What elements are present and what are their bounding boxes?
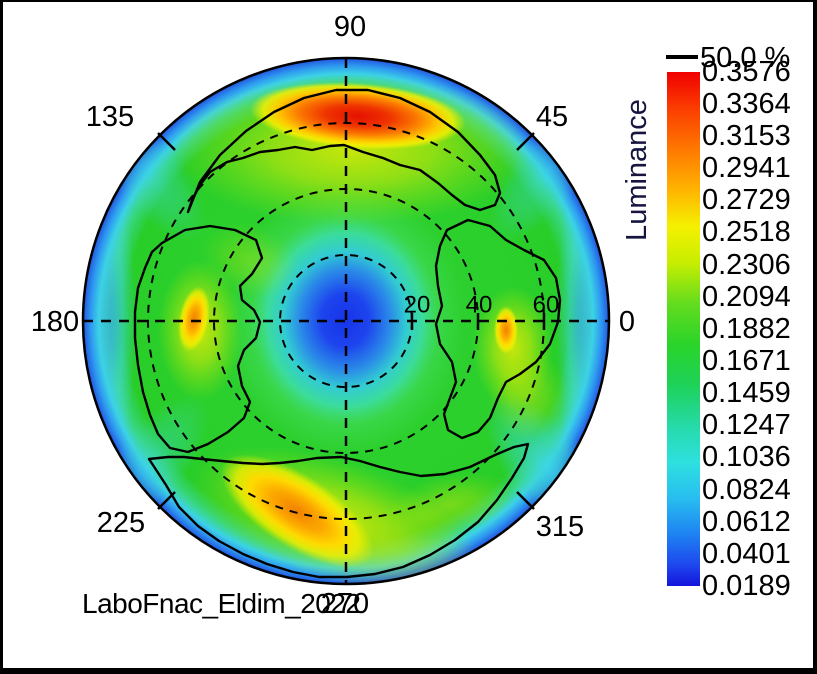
contour-level-line-sample bbox=[666, 55, 698, 59]
colorbar-tick: 0.2094 bbox=[702, 281, 791, 313]
angle-label-0: 0 bbox=[618, 305, 636, 338]
azimuth-tick-45 bbox=[516, 132, 535, 151]
colorbar-tick: 0.1882 bbox=[702, 313, 791, 345]
colorbar-tick: 0.0189 bbox=[702, 570, 791, 602]
contour-50-percent bbox=[133, 88, 562, 579]
angle-label-225: 225 bbox=[96, 506, 146, 539]
azimuth-tick-225 bbox=[157, 491, 176, 510]
colorbar-tick: 0.2518 bbox=[702, 216, 791, 248]
azimuth-tick-315 bbox=[516, 491, 535, 510]
polar-grid bbox=[83, 58, 609, 584]
contour-level-value: 50.0 % bbox=[700, 42, 791, 74]
angle-label-180: 180 bbox=[30, 305, 80, 338]
colorbar-tick: 0.3576 bbox=[702, 56, 791, 88]
outer-circle bbox=[81, 56, 611, 586]
azimuth-tick-135 bbox=[157, 132, 176, 151]
colorbar-tick: 0.1247 bbox=[702, 409, 791, 441]
radial-label-60: 60 bbox=[532, 291, 560, 319]
colorbar-title: Luminance bbox=[620, 99, 653, 241]
angle-label-90: 90 bbox=[333, 10, 367, 43]
colorbar-tick: 0.1036 bbox=[702, 441, 791, 473]
colorbar-tick: 0.0612 bbox=[702, 506, 791, 538]
colorbar-tick: 0.2941 bbox=[702, 152, 791, 184]
colorbar-tick: 0.0824 bbox=[702, 474, 791, 506]
radial-label-40: 40 bbox=[465, 291, 493, 319]
angle-label-270: 270 bbox=[320, 587, 370, 620]
measurement-name-label: LaboFnac_Eldim_2022 bbox=[82, 588, 361, 619]
colorbar-tick: 0.3153 bbox=[702, 120, 791, 152]
colorbar bbox=[667, 72, 700, 586]
colorbar-tick: 0.3364 bbox=[702, 88, 791, 120]
colorbar-tick: 0.2306 bbox=[702, 249, 791, 281]
colorbar-tick: 0.1671 bbox=[702, 345, 791, 377]
colorbar-tick: 0.1459 bbox=[702, 377, 791, 409]
angle-label-45: 45 bbox=[535, 100, 569, 133]
radial-label-20: 20 bbox=[403, 291, 431, 319]
colorbar-tick: 0.0401 bbox=[702, 538, 791, 570]
angle-label-315: 315 bbox=[535, 510, 585, 543]
colorbar-tick: 0.2729 bbox=[702, 184, 791, 216]
angle-label-135: 135 bbox=[85, 100, 135, 133]
